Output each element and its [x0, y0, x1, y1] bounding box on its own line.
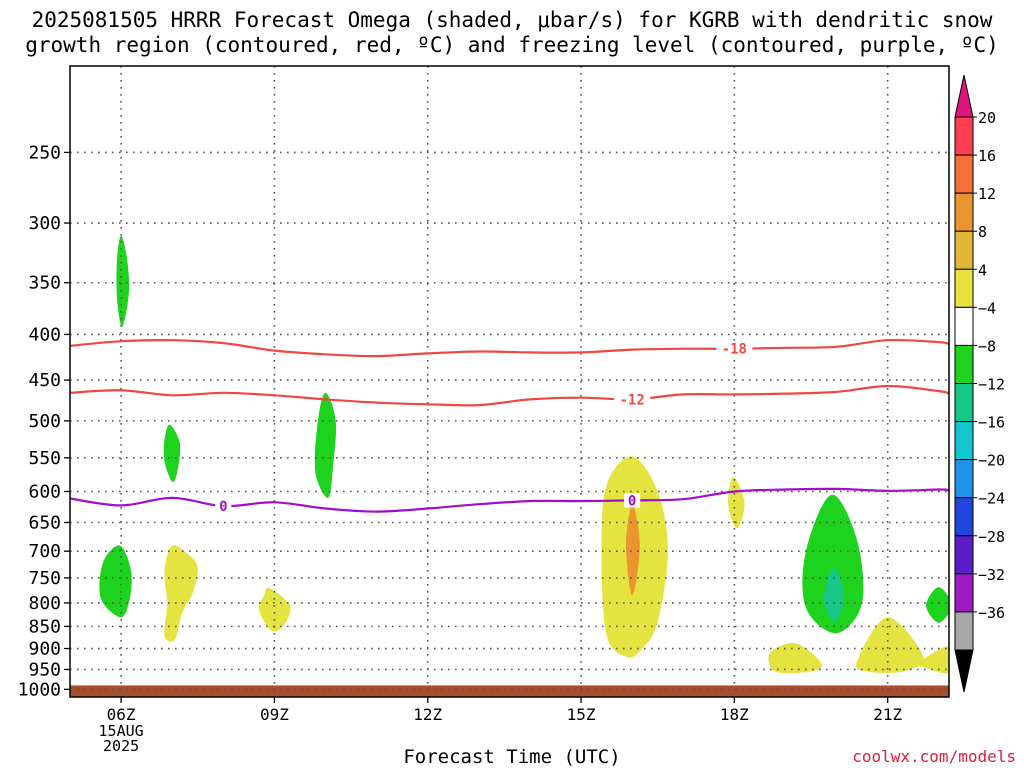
y-tick-label-750: 750 [28, 568, 61, 589]
colorbar-swatch-10 [954, 459, 974, 499]
colorbar-label-13: −32 [978, 566, 1005, 584]
chart-title-line2: growth region (contoured, red, ºC) and f… [25, 33, 999, 57]
omega-area-13 [768, 643, 822, 674]
omega-area-15 [917, 646, 949, 674]
colorbar-swatch-9 [954, 421, 974, 461]
axes-layer: 2503003504004505005506006507007508008509… [18, 65, 950, 755]
y-tick-label-300: 300 [28, 213, 61, 234]
omega-area-9 [728, 476, 745, 529]
y-tick-label-350: 350 [28, 273, 61, 294]
y-tick-label-500: 500 [28, 411, 61, 432]
colorbar-label-7: −8 [978, 337, 996, 355]
y-tick-label-900: 900 [28, 639, 61, 660]
colorbar-label-12: −28 [978, 528, 1005, 546]
colorbar-swatch-11 [954, 497, 974, 537]
source-credit: coolwx.com/models [852, 747, 1016, 766]
contour-label-2: -12 [620, 392, 645, 408]
omega-area-14 [856, 617, 924, 674]
x-tick-label-09Z: 09Z [260, 705, 289, 724]
colorbar-label-3: 12 [978, 185, 996, 203]
omega-area-4 [99, 545, 132, 618]
colorbar-label-2: 16 [978, 147, 996, 165]
y-tick-label-250: 250 [28, 142, 61, 163]
colorbar-swatch-12 [954, 535, 974, 575]
y-tick-label-800: 800 [28, 593, 61, 614]
x-tick-label-21Z: 21Z [873, 705, 902, 724]
y-tick-label-650: 650 [28, 512, 61, 533]
omega-shading-layer [99, 235, 949, 674]
terrain-layer [70, 685, 949, 697]
colorbar-swatch-2 [954, 154, 974, 194]
terrain-band [70, 685, 949, 697]
x-tick-sublabel-1: 15AUG [99, 722, 144, 740]
y-tick-label-850: 850 [28, 616, 61, 637]
contour-3 [70, 487, 949, 513]
colorbar-label-9: −16 [978, 414, 1005, 432]
omega-area-3 [314, 392, 337, 498]
colorbar-swatch-7 [954, 344, 974, 384]
x-tick-sublabel-2: 2025 [103, 737, 139, 755]
colorbar-swatch-6 [954, 306, 974, 346]
y-tick-label-700: 700 [28, 541, 61, 562]
colorbar-swatch-14 [954, 611, 974, 651]
contour-label-4: 0 [628, 493, 636, 509]
colorbar-swatch-4 [954, 230, 974, 270]
x-tick-label-18Z: 18Z [720, 705, 749, 724]
colorbar-swatch-8 [954, 383, 974, 423]
colorbar-swatch-1 [954, 116, 974, 156]
contour-layer: -18 -12 0 0 [70, 338, 949, 515]
omega-area-1 [116, 235, 130, 327]
x-axis-label: Forecast Time (UTC) [403, 746, 621, 768]
plot-frame [69, 65, 950, 698]
colorbar-label-10: −20 [978, 452, 1005, 470]
colorbar-label-5: 4 [978, 261, 987, 279]
colorbar-label-4: 8 [978, 223, 987, 241]
colorbar-swatch-5 [954, 268, 974, 308]
omega-area-6 [258, 587, 291, 632]
colorbar-label-1: 20 [978, 109, 996, 127]
omega-area-11 [823, 567, 845, 622]
grid-layer [70, 66, 949, 697]
contour-label-3: 0 [219, 499, 227, 515]
chart-title-line1: 2025081505 HRRR Forecast Omega (shaded, … [31, 8, 993, 32]
contour-label-1: -18 [722, 342, 747, 358]
omega-area-10 [802, 494, 864, 634]
colorbar-top-arrow [954, 74, 974, 118]
omega-area-12 [926, 587, 949, 623]
y-tick-label-1000: 1000 [18, 679, 61, 700]
x-tick-label-15Z: 15Z [567, 705, 596, 724]
y-tick-label-550: 550 [28, 448, 61, 469]
x-tick-label-12Z: 12Z [413, 705, 442, 724]
omega-area-8 [626, 504, 640, 596]
colorbar-label-14: −36 [978, 604, 1005, 622]
contour-1 [70, 338, 949, 358]
colorbar-label-6: −4 [978, 299, 996, 317]
omega-area-5 [164, 545, 198, 642]
x-tick-label-06Z: 06Z [107, 705, 136, 724]
y-tick-label-600: 600 [28, 481, 61, 502]
y-tick-label-950: 950 [28, 659, 61, 680]
contour-2 [70, 384, 949, 407]
y-tick-label-450: 450 [28, 370, 61, 391]
y-tick-label-400: 400 [28, 324, 61, 345]
colorbar-label-8: −12 [978, 376, 1005, 394]
colorbar-swatch-3 [954, 192, 974, 232]
colorbar: 20 16 12 8 4 −4 −8 −12 −16 −20 −24 −28 −32 −36 [954, 74, 1005, 693]
colorbar-bottom-arrow [954, 649, 974, 693]
colorbar-swatch-13 [954, 573, 974, 613]
omega-area-2 [163, 424, 181, 483]
colorbar-label-11: −24 [978, 490, 1005, 508]
